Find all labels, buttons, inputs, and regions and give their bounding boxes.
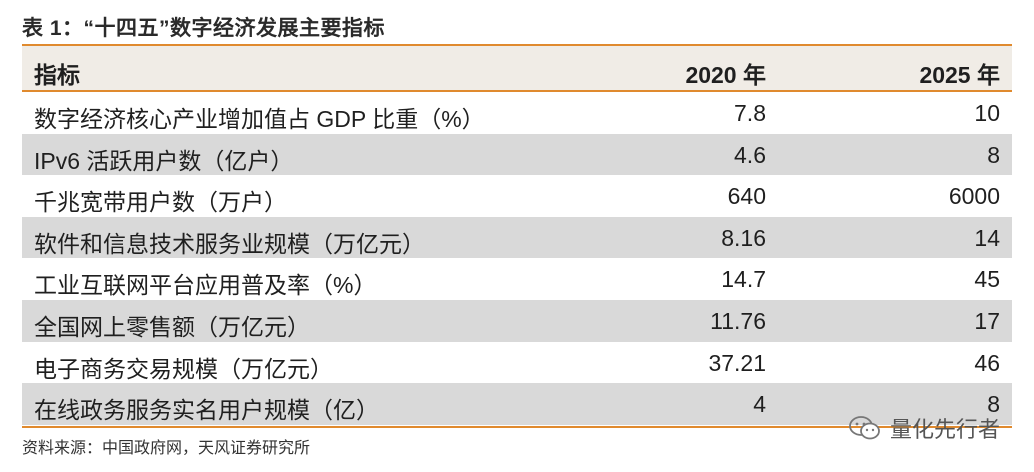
cell-2025: 6000 xyxy=(948,183,1000,210)
cell-indicator: 在线政务服务实名用户规模（亿） xyxy=(34,397,379,424)
cell-2020: 4 xyxy=(753,391,766,418)
cell-indicator: 电子商务交易规模（万亿元） xyxy=(34,355,333,382)
cell-indicator: 全国网上零售额（万亿元） xyxy=(34,313,310,340)
cell-indicator: IPv6 活跃用户数（亿户） xyxy=(34,147,294,174)
cell-2025: 45 xyxy=(974,266,1000,293)
table-title: 表 1：“十四五”数字经济发展主要指标 xyxy=(22,17,386,40)
cell-2020: 4.6 xyxy=(734,141,766,168)
cell-2020: 37.21 xyxy=(708,349,766,376)
cell-indicator: 工业互联网平台应用普及率（%） xyxy=(34,272,377,299)
table-row: 工业互联网平台应用普及率（%） 14.7 45 xyxy=(22,258,1012,300)
cell-2025: 8 xyxy=(987,141,1000,168)
table-row: 数字经济核心产业增加值占 GDP 比重（%） 7.8 10 xyxy=(22,92,1012,134)
header-2025: 2025 年 xyxy=(919,62,1000,88)
source-note: 资料来源：中国政府网，天风证券研究所 xyxy=(22,440,311,457)
cell-2025: 10 xyxy=(974,100,1000,126)
table-row: IPv6 活跃用户数（亿户） 4.6 8 xyxy=(22,133,1012,176)
cell-indicator: 数字经济核心产业增加值占 GDP 比重（%） xyxy=(34,106,485,132)
cell-2025: 8 xyxy=(987,391,1000,418)
cell-2025: 14 xyxy=(974,224,1000,251)
table-row: 千兆宽带用户数（万户） 640 6000 xyxy=(22,175,1012,217)
bottom-rule xyxy=(22,426,1012,428)
table-row: 电子商务交易规模（万亿元） 37.21 46 xyxy=(22,342,1012,384)
header-indicator: 指标 xyxy=(34,62,80,88)
table-body: 数字经济核心产业增加值占 GDP 比重（%） 7.8 10 IPv6 活跃用户数… xyxy=(22,92,1012,425)
watermark: 量化先行者 xyxy=(848,412,1000,444)
wechat-icon xyxy=(849,416,880,440)
table-header: 指标 2020 年 2025 年 xyxy=(22,46,1012,92)
top-rule xyxy=(22,44,1012,46)
table-row: 在线政务服务实名用户规模（亿） 4 8 xyxy=(22,383,1012,425)
cell-indicator: 千兆宽带用户数（万户） xyxy=(34,189,287,216)
cell-indicator: 软件和信息技术服务业规模（万亿元） xyxy=(34,230,425,257)
table-row: 全国网上零售额（万亿元） 11.76 17 xyxy=(22,299,1012,342)
watermark-text: 量化先行者 xyxy=(889,417,1000,442)
table-row: 软件和信息技术服务业规模（万亿元） 8.16 14 xyxy=(22,216,1012,259)
cell-2020: 14.7 xyxy=(721,266,766,293)
cell-2020: 7.8 xyxy=(734,100,766,126)
cell-2020: 11.76 xyxy=(710,307,766,334)
header-2020: 2020 年 xyxy=(685,62,766,88)
cell-2020: 640 xyxy=(727,183,766,210)
cell-2025: 46 xyxy=(974,349,1000,376)
cell-2020: 8.16 xyxy=(721,224,766,251)
cell-2025: 17 xyxy=(974,307,1000,334)
